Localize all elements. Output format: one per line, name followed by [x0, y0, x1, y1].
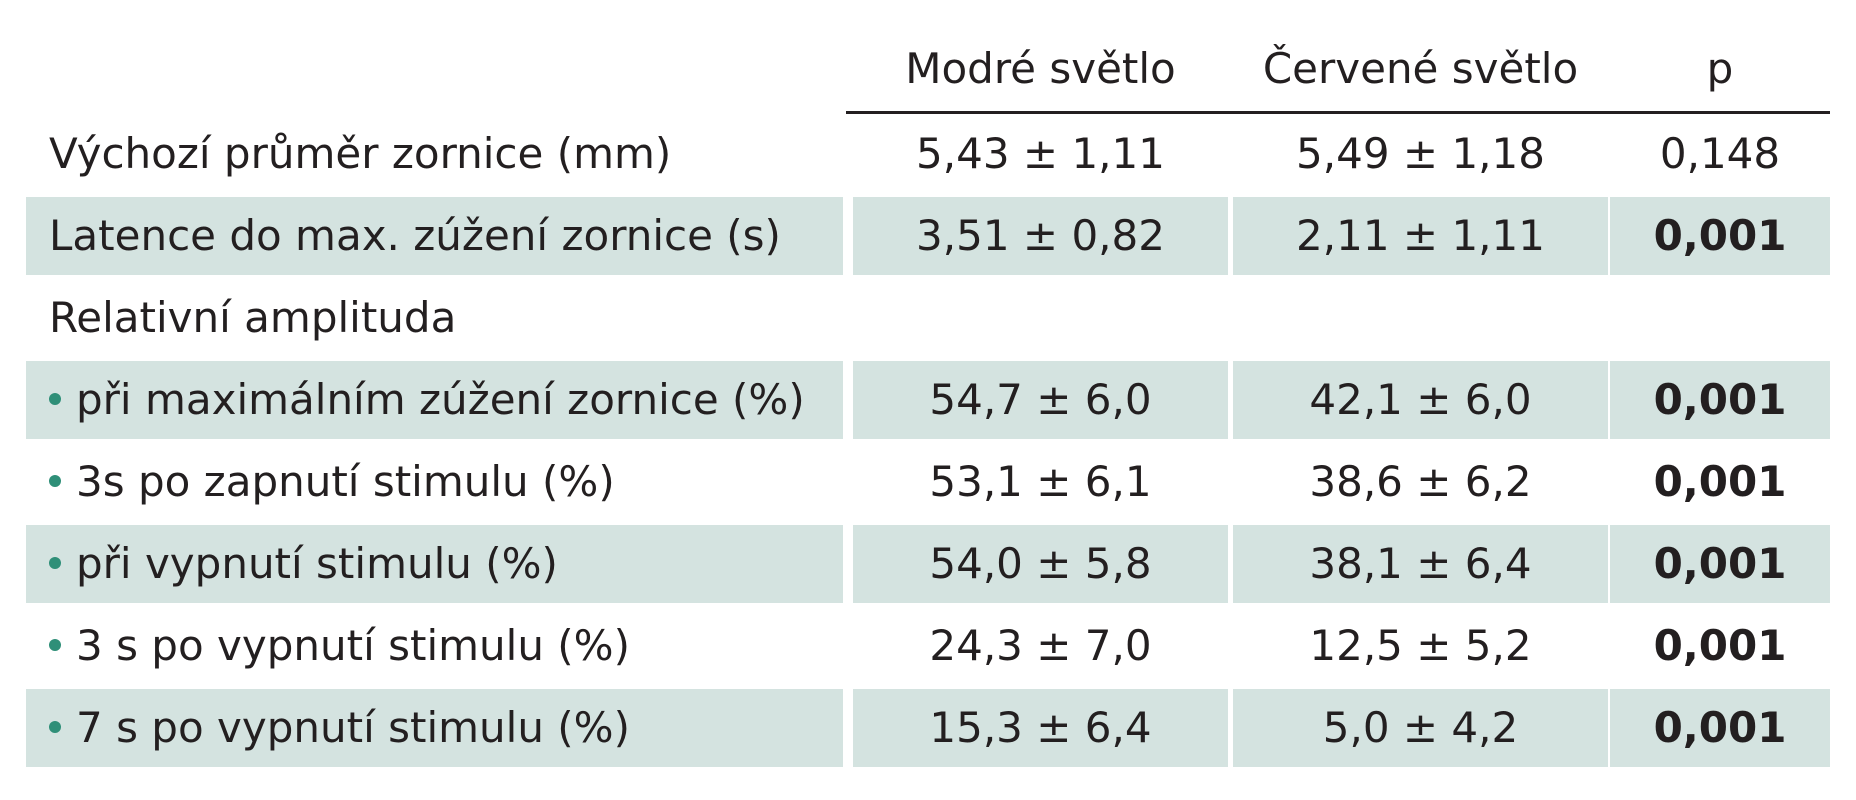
row-label: při vypnutí stimulu (%): [76, 539, 558, 588]
table-row: při maximálním zúžení zornice (%) 54,7 ± …: [26, 361, 1830, 443]
blue-light-value: 3,51 ± 0,82: [853, 197, 1228, 275]
row-label: Latence do max. zúžení zornice (s): [49, 211, 781, 260]
header-rule: [846, 111, 1830, 114]
row-label: při maximálním zúžení zornice (%): [76, 375, 805, 424]
red-light-value: 5,0 ± 4,2: [1233, 689, 1608, 767]
red-light-value: 38,1 ± 6,4: [1233, 525, 1608, 603]
row-label-cell: Výchozí průměr zornice (mm): [26, 115, 843, 193]
p-value: 0,001: [1610, 197, 1830, 275]
row-label: 3s po zapnutí stimulu (%): [76, 457, 615, 506]
p-value: 0,001: [1653, 457, 1787, 506]
bullet-icon: [49, 556, 61, 569]
row-label-cell: při vypnutí stimulu (%): [26, 525, 843, 603]
blue-light-value: 53,1 ± 6,1: [929, 457, 1152, 506]
bullet-icon: [49, 392, 61, 405]
bullet-icon: [49, 720, 61, 733]
table-row: Výchozí průměr zornice (mm) 5,43 ± 1,11 5,…: [26, 115, 1830, 197]
bullet-icon: [49, 474, 61, 487]
table-row: 3s po zapnutí stimulu (%) 53,1 ± 6,1 38,6 …: [26, 443, 1830, 525]
blue-light-value: 24,3 ± 7,0: [929, 621, 1152, 670]
row-label-cell: Latence do max. zúžení zornice (s): [26, 197, 843, 275]
p-value: 0,001: [1653, 621, 1787, 670]
row-label: Výchozí průměr zornice (mm): [49, 129, 672, 178]
row-label-cell: 7 s po vypnutí stimulu (%): [26, 689, 843, 767]
row-label-cell: Relativní amplituda: [26, 279, 843, 357]
blue-light-value: 54,0 ± 5,8: [853, 525, 1228, 603]
p-value: 0,001: [1610, 525, 1830, 603]
red-light-value: 12,5 ± 5,2: [1309, 621, 1532, 670]
red-light-value: 5,49 ± 1,18: [1296, 129, 1545, 178]
blue-light-value: 15,3 ± 6,4: [853, 689, 1228, 767]
red-light-value: 42,1 ± 6,0: [1233, 361, 1608, 439]
row-label: 7 s po vypnutí stimulu (%): [76, 703, 630, 752]
row-label: 3 s po vypnutí stimulu (%): [76, 621, 630, 670]
row-label-cell: při maximálním zúžení zornice (%): [26, 361, 843, 439]
table-body: Výchozí průměr zornice (mm) 5,43 ± 1,11 5,…: [26, 115, 1830, 771]
p-value: 0,148: [1659, 129, 1781, 178]
table-row: 3 s po vypnutí stimulu (%) 24,3 ± 7,0 12,5…: [26, 607, 1830, 689]
p-value: 0,001: [1610, 361, 1830, 439]
row-label-cell: 3s po zapnutí stimulu (%): [26, 443, 843, 521]
red-light-value: 2,11 ± 1,11: [1233, 197, 1608, 275]
table-row: Relativní amplituda: [26, 279, 1830, 361]
bullet-icon: [49, 638, 61, 651]
p-value: 0,001: [1610, 689, 1830, 767]
header-blue-light: Modré světlo: [905, 44, 1176, 93]
row-label: Relativní amplituda: [49, 293, 457, 342]
table-row: při vypnutí stimulu (%) 54,0 ± 5,8 38,1 ± …: [26, 525, 1830, 607]
row-label-cell: 3 s po vypnutí stimulu (%): [26, 607, 843, 685]
table-row: 7 s po vypnutí stimulu (%) 15,3 ± 6,4 5,0 …: [26, 689, 1830, 771]
blue-light-value: 54,7 ± 6,0: [853, 361, 1228, 439]
header-red-light: Červené světlo: [1262, 44, 1579, 93]
blue-light-value: 5,43 ± 1,11: [916, 129, 1165, 178]
table-row: Latence do max. zúžení zornice (s) 3,51 ±…: [26, 197, 1830, 279]
results-table: Modré světlo Červené světlo p Výchozí pr…: [26, 0, 1830, 771]
header-p-value: p: [1706, 44, 1734, 93]
table-header: Modré světlo Červené světlo p: [26, 0, 1830, 115]
red-light-value: 38,6 ± 6,2: [1309, 457, 1532, 506]
